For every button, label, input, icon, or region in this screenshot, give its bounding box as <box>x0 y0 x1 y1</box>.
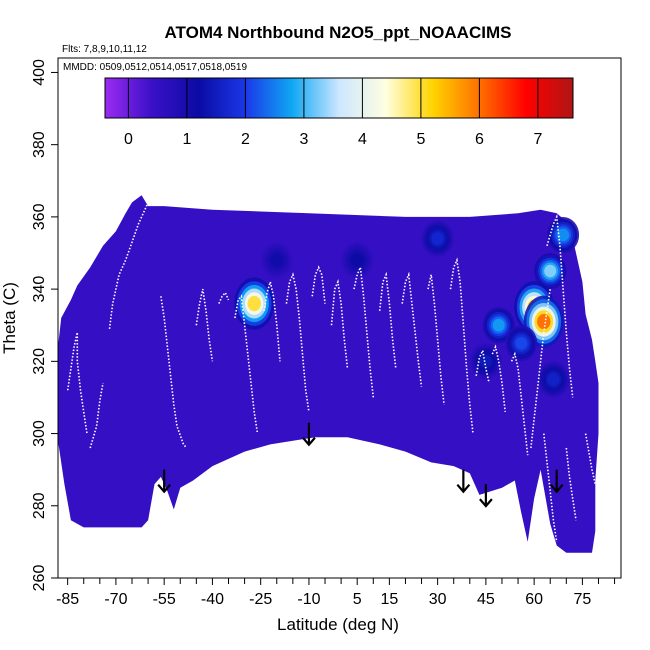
colorbar-tick-label: 2 <box>241 131 250 148</box>
x-axis: -85 -70 -55 -40 -25 -10 5 15 30 45 60 75 <box>56 578 616 608</box>
flight-track <box>89 382 104 449</box>
y-axis: 260 280 300 320 340 360 380 400 <box>31 59 58 591</box>
y-axis-label: Theta (C) <box>0 282 19 354</box>
hotspot-cell <box>479 355 492 368</box>
y-tick-label: 320 <box>31 348 48 375</box>
plot-frame <box>57 57 622 579</box>
flight-track <box>378 271 397 369</box>
x-tick-label: -85 <box>56 591 79 608</box>
x-tick-label: 15 <box>380 591 398 608</box>
flight-track <box>285 272 310 413</box>
hotspot-cell <box>515 336 528 350</box>
x-tick-label: 75 <box>573 591 591 608</box>
flight-track <box>491 344 506 412</box>
colorbar-tick-label: 7 <box>533 131 542 148</box>
y-tick-label: 260 <box>31 565 48 592</box>
colorbar-tick-label: 5 <box>416 131 425 148</box>
flight-track <box>546 213 574 398</box>
x-tick-label: -25 <box>249 591 272 608</box>
flight-track <box>234 294 259 434</box>
flight-tracks <box>66 202 597 543</box>
colorbar-ticks: 0 1 2 3 4 5 6 7 <box>124 78 542 148</box>
x-tick-label: -55 <box>153 591 176 608</box>
colorbar: 0 1 2 3 4 5 6 7 <box>104 77 574 148</box>
flight-track <box>510 351 529 456</box>
x-tick-label: 45 <box>477 591 495 608</box>
flight-track <box>218 291 230 304</box>
y-tick-label: 380 <box>31 131 48 158</box>
x-tick-label: -70 <box>104 591 127 608</box>
y-tick-label: 340 <box>31 276 48 303</box>
flight-track <box>475 347 490 384</box>
flight-track <box>108 202 149 329</box>
hotspot-cell <box>544 264 557 278</box>
chart-title: ATOM4 Northbound N2O5_ppt_NOAACIMS <box>165 23 512 42</box>
arrow-marker <box>479 484 493 508</box>
flight-track <box>401 271 423 387</box>
flight-track <box>449 257 474 434</box>
hotspot-cell <box>492 318 505 332</box>
flight-track <box>584 433 597 485</box>
hotspot-cell <box>557 228 570 242</box>
arrow-marker <box>549 469 564 494</box>
x-tick-label: 60 <box>525 591 543 608</box>
hotspot-cell <box>270 253 283 267</box>
colorbar-fill <box>104 77 574 119</box>
x-tick-label: -40 <box>201 591 224 608</box>
flight-track <box>530 288 551 449</box>
flight-track <box>565 447 577 521</box>
hotspot-cell <box>537 313 551 330</box>
flight-track <box>311 265 326 304</box>
y-tick-label: 400 <box>31 59 48 86</box>
x-tick-label: 5 <box>353 591 362 608</box>
colorbar-tick-label: 3 <box>299 131 308 148</box>
dates-label: MMDD: 0509,0512,0514,0517,0518,0519 <box>63 62 247 73</box>
flight-track <box>330 279 349 369</box>
y-tick-label: 300 <box>31 420 48 447</box>
colorbar-tick-label: 1 <box>182 131 191 148</box>
colorbar-tick-label: 4 <box>358 131 367 148</box>
hotspot-cell <box>351 253 364 267</box>
heatmap-domain <box>58 195 599 553</box>
hotspot-cell <box>431 232 444 245</box>
flight-track <box>160 296 188 449</box>
flight-track <box>427 274 445 405</box>
arrow-markers <box>157 422 564 508</box>
colorbar-tick-label: 6 <box>475 131 484 148</box>
colorbar-tick-label: 0 <box>124 131 133 148</box>
flight-track <box>263 278 281 362</box>
arrow-marker <box>157 469 172 494</box>
y-tick-label: 280 <box>31 492 48 519</box>
x-tick-label: 30 <box>429 591 447 608</box>
arrow-marker <box>456 469 471 494</box>
flight-track <box>66 332 88 434</box>
flights-label: Flts: 7,8,9,10,11,12 <box>62 44 147 55</box>
arrow-marker <box>302 422 316 447</box>
hotspot-cell <box>247 295 261 312</box>
heatmap-layer <box>58 195 599 553</box>
flight-track <box>195 288 214 362</box>
x-axis-label: Latitude (deg N) <box>277 615 399 634</box>
x-tick-label: -10 <box>297 591 320 608</box>
y-tick-label: 360 <box>31 203 48 230</box>
hotspot-cell <box>547 373 560 386</box>
